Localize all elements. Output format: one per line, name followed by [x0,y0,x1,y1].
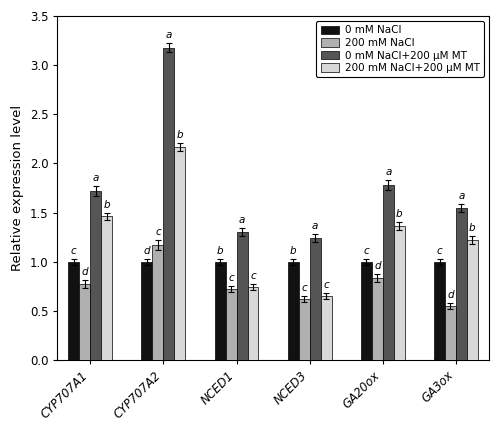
Text: a: a [239,215,245,226]
Bar [288,262,298,360]
Bar [394,226,405,360]
Bar [152,245,164,360]
Text: a: a [312,221,318,231]
Bar [226,289,236,360]
Text: a: a [92,173,99,183]
Bar [456,208,467,360]
Bar [174,147,186,360]
Text: a: a [458,191,464,201]
Text: b: b [469,223,476,233]
Text: c: c [71,246,76,256]
Text: c: c [228,273,234,283]
Text: d: d [374,261,380,271]
Bar [101,216,112,360]
Text: b: b [176,130,183,140]
Text: a: a [166,30,172,40]
Bar [298,299,310,360]
Bar [445,306,456,360]
Bar [434,262,445,360]
Text: b: b [290,246,296,256]
Text: a: a [385,167,392,177]
Bar [248,287,258,360]
Text: c: c [436,246,442,256]
Text: c: c [250,271,256,281]
Text: c: c [364,246,369,256]
Bar [80,284,90,360]
Legend: 0 mM NaCl, 200 mM NaCl, 0 mM NaCl+200 µM MT, 200 mM NaCl+200 µM MT: 0 mM NaCl, 200 mM NaCl, 0 mM NaCl+200 µM… [316,21,484,77]
Bar [164,48,174,360]
Bar [90,191,101,360]
Text: b: b [396,210,402,219]
Bar [383,185,394,360]
Bar [320,296,332,360]
Text: b: b [104,200,110,210]
Bar [236,232,248,360]
Bar [142,262,152,360]
Bar [361,262,372,360]
Text: d: d [82,267,88,277]
Bar [68,262,80,360]
Text: c: c [324,280,329,290]
Bar [372,278,383,360]
Text: d: d [144,246,150,256]
Text: d: d [447,290,454,300]
Bar [467,240,478,360]
Text: c: c [302,283,307,293]
Y-axis label: Relative expression level: Relative expression level [11,105,24,271]
Bar [214,262,226,360]
Text: c: c [155,227,161,237]
Bar [310,238,320,360]
Text: b: b [217,246,224,256]
